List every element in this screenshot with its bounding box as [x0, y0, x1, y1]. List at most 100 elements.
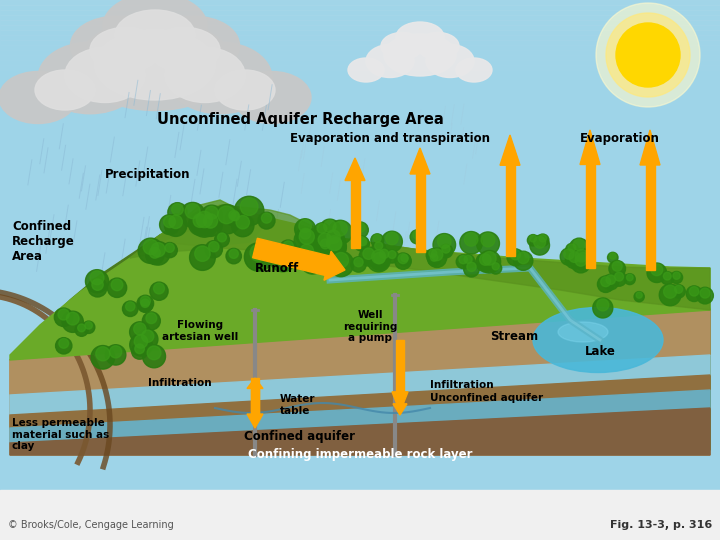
Circle shape — [191, 210, 218, 237]
Circle shape — [464, 233, 478, 246]
Circle shape — [467, 262, 476, 272]
Ellipse shape — [115, 10, 195, 60]
Circle shape — [398, 254, 408, 264]
Ellipse shape — [348, 58, 384, 82]
Circle shape — [576, 252, 590, 266]
Circle shape — [413, 231, 421, 239]
Polygon shape — [580, 130, 600, 165]
Circle shape — [226, 248, 241, 264]
Text: Unconfined aquifer: Unconfined aquifer — [430, 393, 543, 403]
Text: Precipitation: Precipitation — [105, 168, 191, 181]
Circle shape — [317, 238, 333, 254]
Circle shape — [374, 253, 385, 264]
Circle shape — [379, 249, 389, 259]
Polygon shape — [410, 148, 430, 174]
Circle shape — [388, 251, 396, 259]
Text: © Brooks/Cole, Cengage Learning: © Brooks/Cole, Cengage Learning — [8, 520, 174, 530]
Circle shape — [459, 255, 467, 264]
Circle shape — [370, 252, 389, 270]
Circle shape — [193, 214, 207, 227]
Circle shape — [279, 240, 297, 257]
Circle shape — [357, 238, 369, 250]
Circle shape — [480, 254, 491, 265]
Circle shape — [427, 248, 446, 267]
Circle shape — [597, 299, 609, 311]
Circle shape — [189, 213, 211, 235]
Ellipse shape — [533, 307, 663, 373]
Circle shape — [88, 278, 107, 297]
Circle shape — [138, 238, 163, 264]
Circle shape — [66, 312, 79, 325]
Circle shape — [564, 249, 574, 259]
Circle shape — [140, 296, 150, 306]
Circle shape — [300, 229, 315, 244]
Circle shape — [96, 347, 110, 361]
Circle shape — [661, 272, 674, 285]
Circle shape — [142, 330, 154, 342]
Text: Infiltration: Infiltration — [430, 380, 494, 390]
Polygon shape — [10, 355, 710, 415]
Circle shape — [357, 237, 366, 246]
Bar — [397, 340, 404, 392]
Circle shape — [560, 248, 577, 265]
Circle shape — [536, 234, 549, 246]
Circle shape — [429, 249, 437, 258]
Circle shape — [507, 249, 524, 266]
Ellipse shape — [366, 44, 414, 78]
Circle shape — [295, 243, 318, 266]
Circle shape — [106, 345, 126, 365]
Circle shape — [367, 248, 390, 272]
Bar — [0, 0, 720, 5]
Circle shape — [212, 205, 241, 234]
Circle shape — [78, 324, 86, 332]
Circle shape — [456, 255, 470, 268]
Circle shape — [132, 343, 148, 359]
Circle shape — [689, 287, 699, 296]
Circle shape — [85, 322, 92, 329]
Circle shape — [686, 286, 702, 301]
Circle shape — [54, 308, 73, 327]
Circle shape — [374, 242, 382, 250]
Ellipse shape — [396, 22, 444, 52]
Ellipse shape — [215, 70, 275, 110]
Circle shape — [163, 215, 176, 227]
Polygon shape — [10, 310, 710, 455]
Circle shape — [150, 282, 168, 300]
Circle shape — [530, 235, 536, 242]
Circle shape — [194, 246, 210, 261]
Text: Flowing
artesian well: Flowing artesian well — [162, 320, 238, 342]
Circle shape — [130, 334, 152, 356]
Bar — [0, 30, 720, 35]
Circle shape — [240, 198, 258, 215]
Circle shape — [314, 223, 330, 239]
Circle shape — [571, 254, 590, 273]
Circle shape — [697, 287, 714, 304]
Ellipse shape — [38, 42, 142, 114]
Circle shape — [352, 222, 369, 238]
Bar — [0, 40, 720, 45]
Ellipse shape — [103, 0, 207, 58]
Circle shape — [107, 278, 127, 298]
Circle shape — [134, 323, 146, 335]
Circle shape — [323, 229, 345, 251]
Circle shape — [663, 272, 671, 280]
Circle shape — [141, 299, 149, 307]
Bar — [0, 80, 720, 85]
Circle shape — [382, 231, 402, 252]
Circle shape — [510, 249, 521, 260]
Circle shape — [143, 239, 158, 254]
Circle shape — [579, 252, 588, 261]
Circle shape — [171, 204, 183, 215]
Circle shape — [606, 275, 616, 285]
Circle shape — [570, 238, 589, 258]
Text: Well
requiring
a pump: Well requiring a pump — [343, 310, 397, 343]
Circle shape — [146, 241, 170, 265]
Bar — [505, 165, 515, 256]
Circle shape — [165, 244, 174, 252]
Bar — [0, 75, 720, 80]
Circle shape — [299, 220, 311, 232]
Circle shape — [372, 250, 386, 264]
Circle shape — [596, 3, 700, 107]
Circle shape — [58, 309, 69, 320]
Circle shape — [310, 252, 322, 264]
